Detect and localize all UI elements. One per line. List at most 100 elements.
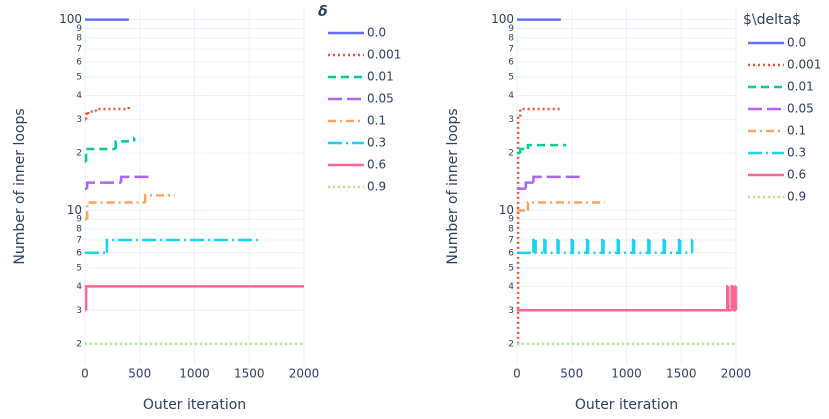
y-tick-label: 2 (508, 339, 514, 349)
legend-label: 0.9 (787, 190, 806, 204)
series (517, 201, 605, 212)
legend-label: 0.001 (367, 48, 401, 62)
y-tick-label: 4 (508, 282, 514, 292)
legend-label: 0.0 (787, 36, 806, 50)
step-segment (632, 240, 649, 255)
step-segment (519, 147, 528, 153)
step-segment (544, 240, 558, 255)
step-segment (87, 110, 96, 115)
x-tick-label: 1500 (234, 367, 265, 381)
y-tick-label: 8 (508, 224, 514, 234)
y-tick-label: 9 (76, 24, 82, 34)
x-tick-label: 0 (81, 367, 89, 381)
series (84, 285, 305, 312)
series (84, 105, 131, 121)
legend-label: 0.01 (787, 80, 814, 94)
y-tick-label: 10 (67, 203, 82, 217)
step-segment (617, 240, 634, 255)
y-tick-label: 3 (76, 306, 82, 316)
y-tick-label: 7 (76, 236, 82, 246)
series (85, 175, 151, 190)
y-tick-label: 9 (508, 215, 514, 225)
step-segment (105, 238, 261, 253)
step-segment (557, 240, 572, 255)
y-tick-label: 6 (76, 57, 82, 67)
legend-label: 0.1 (367, 114, 386, 128)
y-tick-label: 2 (508, 148, 514, 158)
series (517, 238, 694, 255)
x-tick-label: 2000 (721, 367, 752, 381)
step-segment (534, 240, 545, 255)
step-segment (648, 240, 664, 255)
legend-label: 0.6 (787, 168, 806, 182)
legend-title: δ (318, 4, 328, 20)
step-segment (94, 107, 129, 112)
x-tick-label: 500 (560, 367, 583, 381)
series (84, 136, 136, 163)
step-segment (85, 201, 146, 220)
step-segment (516, 115, 521, 344)
y-tick-label: 5 (76, 263, 82, 273)
step-segment (84, 147, 116, 162)
step-segment (532, 238, 536, 253)
series (517, 175, 583, 190)
y-tick-label: 3 (508, 306, 514, 316)
legend-label: 0.6 (367, 158, 386, 172)
step-segment (663, 240, 680, 255)
legend-label: 0.05 (367, 92, 394, 106)
x-tick-label: 1000 (179, 367, 210, 381)
y-tick-label: 2 (76, 148, 82, 158)
step-segment (678, 240, 693, 255)
series (517, 143, 567, 155)
y-tick-label: 6 (76, 248, 82, 258)
legend-label: 0.01 (367, 70, 394, 84)
step-segment (602, 240, 618, 255)
legend-label: 0.0 (367, 26, 386, 40)
legend-label: 0.3 (367, 136, 386, 150)
step-segment (571, 240, 588, 255)
step-segment (586, 240, 603, 255)
series (85, 194, 175, 221)
step-segment (732, 286, 736, 312)
y-tick-label: 4 (76, 91, 82, 101)
y-tick-label: 8 (508, 34, 514, 44)
step-segment (84, 112, 89, 120)
step-segment (727, 286, 732, 312)
y-tick-label: 3 (508, 115, 514, 125)
y-tick-label: 2 (76, 339, 82, 349)
y-tick-label: 7 (76, 45, 82, 55)
x-axis-title: Outer iteration (143, 397, 246, 413)
step-segment (519, 107, 561, 117)
y-tick-label: 7 (508, 45, 514, 55)
step-segment (526, 201, 605, 211)
y-axis-title: Number of inner loops (12, 108, 28, 264)
step-segment (532, 175, 583, 183)
y-tick-label: 5 (508, 73, 514, 83)
y-tick-label: 3 (76, 115, 82, 125)
y-tick-label: 5 (76, 73, 82, 83)
x-axis-title: Outer iteration (575, 397, 678, 413)
step-segment (114, 140, 135, 149)
y-tick-label: 7 (508, 236, 514, 246)
y-axis-title: Number of inner loops (445, 108, 461, 264)
step-segment (84, 285, 304, 311)
y-tick-label: 8 (76, 34, 82, 44)
y-tick-label: 100 (491, 12, 514, 26)
step-segment (524, 181, 534, 189)
y-tick-label: 8 (76, 224, 82, 234)
y-tick-label: 4 (508, 91, 514, 101)
legend-label: 0.05 (787, 102, 814, 116)
y-tick-label: 100 (59, 12, 82, 26)
step-segment (143, 194, 175, 203)
series (517, 285, 738, 312)
y-tick-label: 6 (508, 248, 514, 258)
y-tick-label: 9 (508, 24, 514, 34)
y-tick-label: 5 (508, 263, 514, 273)
legend-label: 0.001 (787, 58, 821, 72)
x-tick-label: 1500 (666, 367, 697, 381)
legend-label: 0.1 (787, 124, 806, 138)
series (85, 238, 261, 255)
step-segment (526, 143, 567, 149)
